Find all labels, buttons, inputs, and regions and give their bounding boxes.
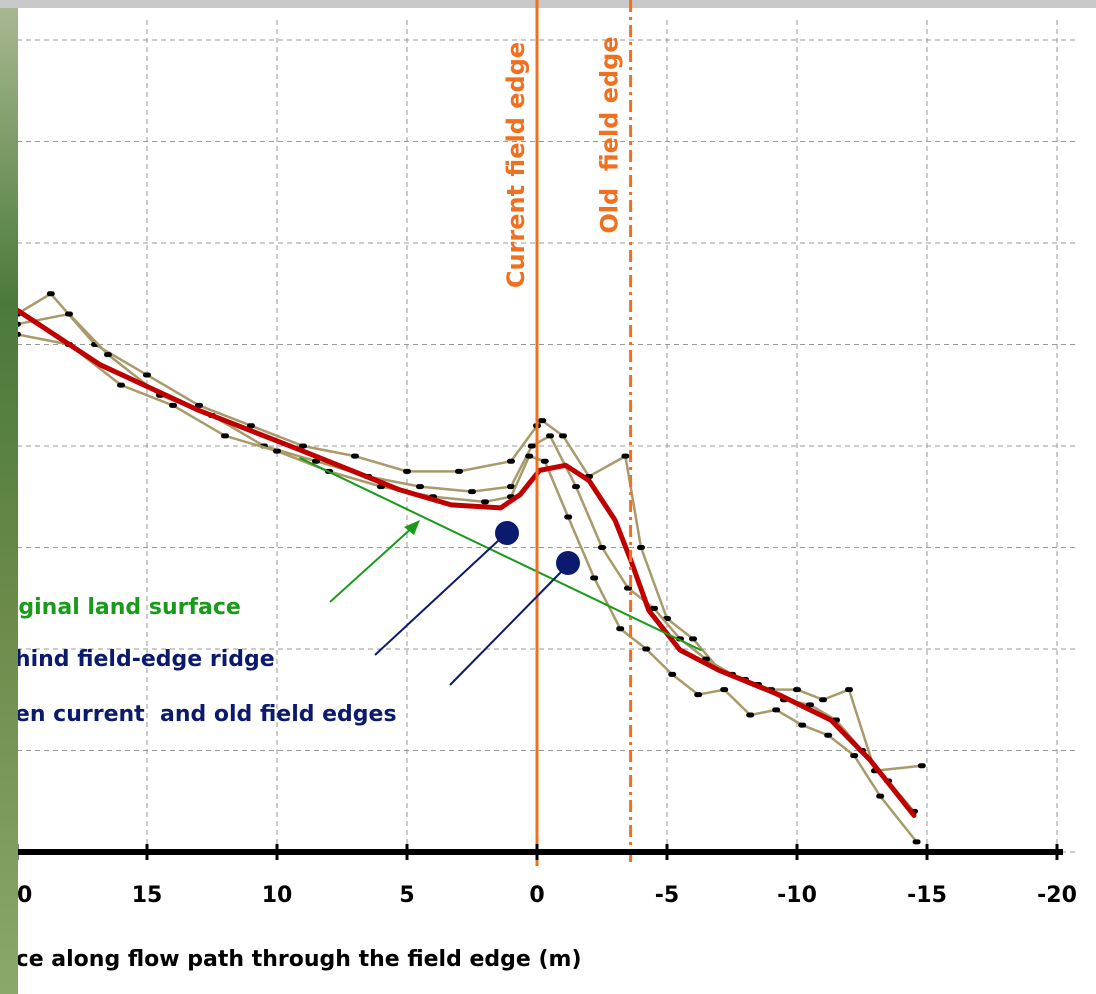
data-point xyxy=(527,443,536,449)
pointer xyxy=(374,539,500,656)
data-point xyxy=(793,687,801,693)
data-point xyxy=(642,646,651,652)
data-point xyxy=(772,707,781,713)
data-point xyxy=(621,453,630,459)
data-point xyxy=(650,605,658,611)
data-point xyxy=(819,697,827,703)
data-point xyxy=(637,545,645,550)
data-point xyxy=(351,453,359,459)
data-point xyxy=(273,448,281,454)
data-point xyxy=(746,712,755,718)
marker-dot xyxy=(495,521,519,545)
x-tick-label: -5 xyxy=(655,883,679,908)
data-point xyxy=(876,793,885,799)
series-line xyxy=(299,457,702,652)
data-point xyxy=(455,468,463,474)
data-point xyxy=(694,692,703,698)
data-point xyxy=(403,468,411,474)
data-point xyxy=(169,402,177,408)
data-point xyxy=(221,433,229,439)
data-point xyxy=(525,453,534,459)
photo-strip xyxy=(0,8,18,994)
data-point xyxy=(546,433,554,439)
annotation: ehind field-edge ridge xyxy=(0,647,275,672)
x-tick-label: 0 xyxy=(529,883,544,908)
x-tick-label: 15 xyxy=(132,883,163,908)
data-point xyxy=(195,402,203,408)
x-axis-label: nce along flow path through the field ed… xyxy=(0,947,582,972)
data-point xyxy=(312,458,320,464)
data-point xyxy=(564,514,573,520)
top-bar xyxy=(0,0,1096,8)
data-point xyxy=(720,687,729,693)
data-point xyxy=(143,372,151,378)
data-point xyxy=(824,732,833,738)
series-line xyxy=(14,307,917,818)
data-point xyxy=(65,311,73,317)
annotation: een current and old field edges xyxy=(0,702,397,727)
data-point xyxy=(806,702,814,708)
data-point xyxy=(590,575,599,581)
arrowhead xyxy=(404,520,420,535)
data-point xyxy=(299,443,307,449)
data-point xyxy=(668,671,677,677)
x-tick-label: 10 xyxy=(262,883,293,908)
data-point xyxy=(247,423,255,429)
data-point xyxy=(416,484,424,490)
data-point xyxy=(468,489,476,495)
x-tick-label: -10 xyxy=(777,883,817,908)
marker-dot xyxy=(556,551,580,575)
data-point xyxy=(559,433,567,439)
data-point xyxy=(572,484,580,490)
field-edge-label: Current field edge xyxy=(502,42,530,288)
data-point xyxy=(538,418,547,424)
data-point xyxy=(845,687,853,693)
data-point xyxy=(117,382,125,388)
data-point xyxy=(917,763,926,769)
pointer xyxy=(449,570,563,686)
data-point xyxy=(598,545,606,550)
data-point xyxy=(798,722,807,728)
series-line xyxy=(15,333,918,844)
data-point xyxy=(507,484,515,490)
data-point xyxy=(507,458,515,464)
field-edge-label: Old field edge xyxy=(596,36,624,233)
x-tick-label: -15 xyxy=(907,883,947,908)
x-tick-label: -20 xyxy=(1037,883,1077,908)
pointer xyxy=(329,525,415,603)
data-point xyxy=(104,352,112,358)
data-point xyxy=(912,839,921,845)
data-point xyxy=(850,753,859,759)
data-point xyxy=(481,499,489,505)
data-point xyxy=(540,458,549,464)
data-point xyxy=(616,626,625,632)
annotation: riginal land surface xyxy=(0,595,241,620)
x-tick-label: 5 xyxy=(399,883,414,908)
data-point xyxy=(689,636,697,642)
data-point xyxy=(46,291,55,297)
